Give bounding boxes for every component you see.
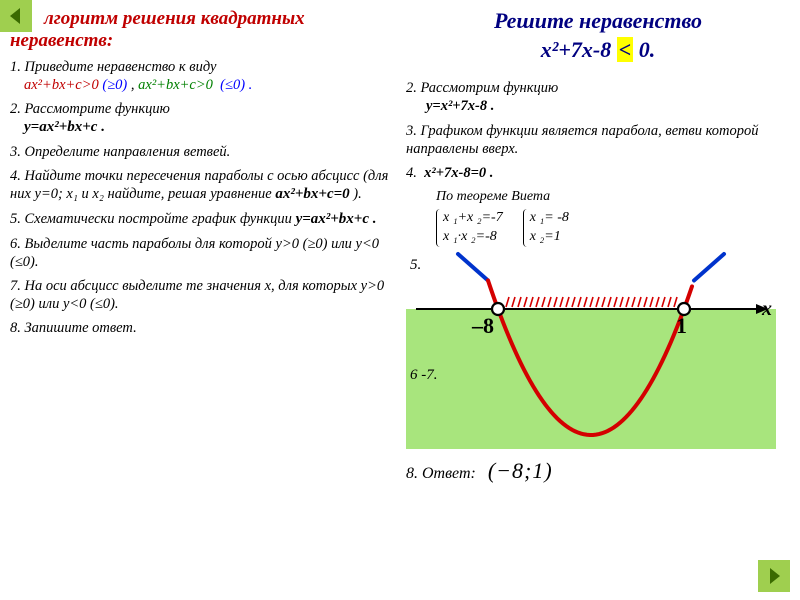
r-step-8: 8. Ответ: (−8;1) (406, 458, 790, 484)
svg-text:5.: 5. (410, 257, 421, 273)
r4-eq: х²+7х-8=0 . (424, 165, 493, 181)
vieta-caption: По теореме Виета (436, 189, 550, 204)
ineq-lhs: х²+7х-8 (541, 37, 617, 62)
prev-slide-button[interactable] (0, 0, 32, 32)
vieta-block: По теореме Виета х ₁+х ₂=-7 х ₁·х ₂=-8 х… (436, 188, 790, 247)
example-column: Решите неравенство х²+7х-8 < 0. 2. Рассм… (400, 8, 790, 592)
step-3: 3. Определите направления ветвей. (10, 143, 390, 161)
step1-green: ах²+bx+c>0 (138, 77, 213, 93)
parabola-chart: х –8 1 5. 6 -7. (406, 249, 790, 454)
vieta-x2: х ₂=1 (530, 228, 569, 247)
svg-text:1: 1 (676, 313, 687, 338)
r-step-4: 4. х²+7х-8=0 . (406, 164, 790, 182)
step4-suffix: ). (353, 186, 361, 202)
r8-label: 8. Ответ: (406, 465, 476, 482)
r2-func: у=х²+7х-8 . (426, 98, 494, 114)
r-step-3: 3. Графиком функции является парабола, в… (406, 122, 790, 158)
step1-le: (≤0) . (220, 77, 252, 93)
step-7: 7. На оси абсцисс выделите те значения х… (10, 277, 390, 313)
inequality: х²+7х-8 < 0. (406, 37, 790, 63)
step-5: 5. Схематически постройте график функции… (10, 210, 390, 229)
step2-prefix: 2. Рассмотрите функцию (10, 101, 170, 117)
step-1: 1. Приведите неравенство к виду ах²+bx+c… (10, 58, 390, 94)
step1-red: ах²+bx+c>0 (24, 77, 99, 93)
right-title: Решите неравенство (406, 8, 790, 33)
left-title: лгоритм решения квадратных неравенств: (10, 8, 390, 52)
svg-text:–8: –8 (471, 313, 494, 338)
vieta-sum: х ₁+х ₂=-7 (443, 209, 503, 228)
step5-prefix: 5. Схематически постройте график функции (10, 211, 296, 227)
step-6: 6. Выделите часть параболы для которой у… (10, 235, 390, 271)
step-2: 2. Рассмотрите функцию у=ах²+bx+c . (10, 100, 390, 137)
left-title-text: лгоритм решения квадратных неравенств: (10, 8, 305, 51)
ineq-lt: < (617, 37, 634, 62)
step2-func: у=ах²+bx+c . (24, 119, 105, 135)
step1-prefix: 1. Приведите неравенство к виду (10, 59, 216, 75)
r-step-2: 2. Рассмотрим функцию у=х²+7х-8 . (406, 79, 790, 115)
step-8: 8. Запишите ответ. (10, 319, 390, 337)
answer-interval: (−8;1) (488, 458, 553, 483)
step5-func: у=ах²+bx+c . (296, 211, 377, 227)
step-4: 4. Найдите точки пересечения параболы с … (10, 167, 390, 204)
algorithm-column: лгоритм решения квадратных неравенств: 1… (10, 8, 400, 592)
step1-ge: (≥0) (102, 77, 127, 93)
next-slide-button[interactable] (758, 560, 790, 592)
svg-text:6 -7.: 6 -7. (410, 367, 438, 383)
vieta-prod: х ₁·х ₂=-8 (443, 228, 503, 247)
r4-label: 4. (406, 165, 417, 181)
r2-prefix: 2. Рассмотрим функцию (406, 80, 558, 96)
vieta-x1: х ₁= -8 (530, 209, 569, 228)
step4-eq: ах²+bx+c=0 (275, 186, 349, 202)
svg-text:х: х (761, 298, 772, 320)
ineq-rhs: 0. (633, 37, 655, 62)
